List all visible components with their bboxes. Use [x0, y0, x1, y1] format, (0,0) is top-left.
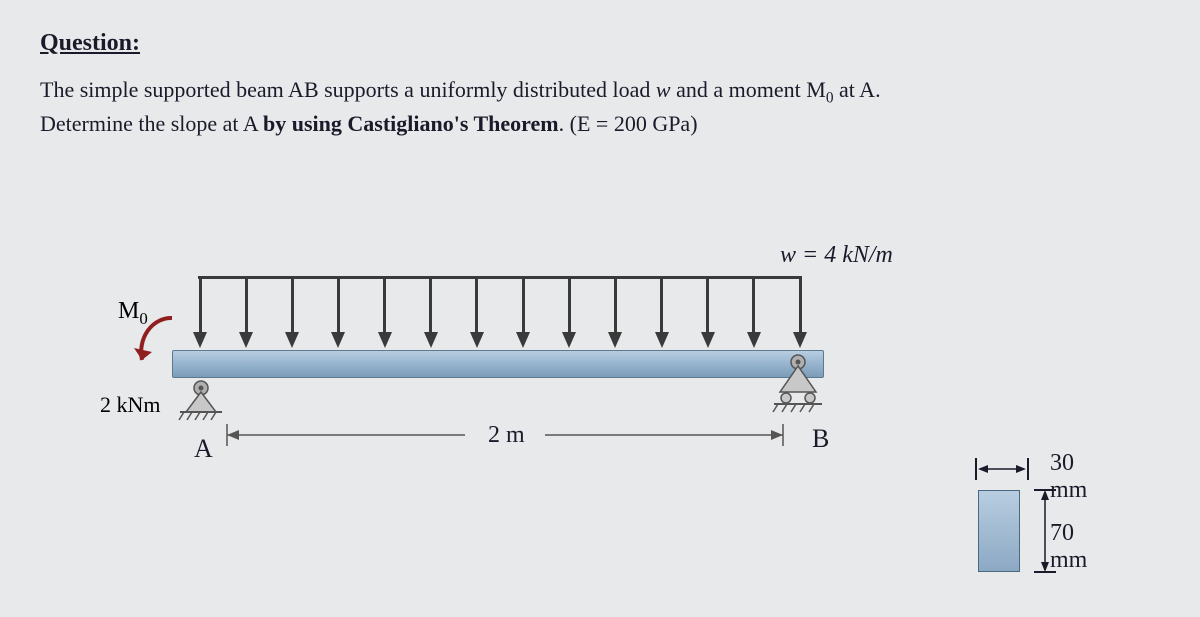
point-b-label: B [812, 424, 829, 454]
prompt-text: . (E = 200 GPa) [559, 111, 698, 136]
var-w: w [656, 77, 671, 102]
section-rect [978, 490, 1020, 572]
heading: Question: [40, 30, 1160, 57]
distributed-load-label: w = 4 kN/m [780, 242, 893, 269]
prompt-text: at A. [834, 77, 881, 102]
pin-support-icon [176, 378, 226, 428]
theorem-name: by using Castigliano's Theorem [263, 111, 559, 136]
prompt-text: The simple supported beam AB supports a … [40, 77, 656, 102]
roller-support-icon [768, 352, 828, 422]
beam [172, 350, 824, 378]
moment-value: 2 kNm [100, 392, 161, 418]
question-prompt: The simple supported beam AB supports a … [40, 75, 1160, 140]
width-dim-icon [966, 454, 1056, 484]
prompt-text: Determine the slope at A [40, 111, 263, 136]
question-page: Question: The simple supported beam AB s… [0, 0, 1200, 617]
span-label: 2 m [488, 422, 525, 449]
beam-diagram: w = 4 kN/m M0 2 kNm [0, 200, 1200, 550]
point-a-label: A [194, 434, 213, 464]
m-subscript: 0 [826, 89, 834, 106]
prompt-text: and a moment M [671, 77, 826, 102]
height-label: 70 mm [1050, 520, 1087, 574]
load-arrows [200, 278, 800, 350]
w-equation: w = 4 kN/m [780, 242, 893, 268]
